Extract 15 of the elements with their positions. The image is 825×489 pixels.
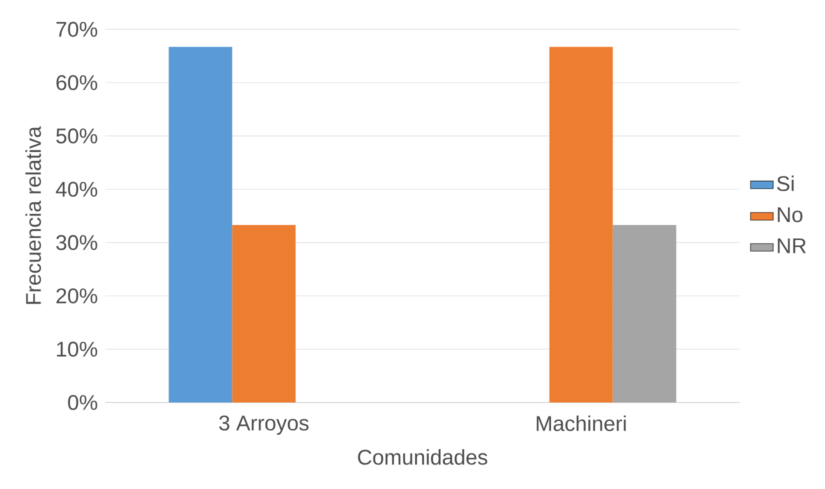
y-tick-label: 20% bbox=[56, 288, 98, 304]
y-tick-label: 50% bbox=[56, 128, 98, 144]
y-tick-label: 70% bbox=[56, 22, 98, 37]
y-axis-title: Frecuencia relativa bbox=[25, 126, 42, 304]
x-axis-title: Comunidades bbox=[358, 449, 488, 465]
y-tick-label: 10% bbox=[57, 342, 98, 357]
y-tick-label: 60% bbox=[56, 75, 98, 90]
legend-label: No bbox=[778, 207, 802, 222]
y-tick-label: 0% bbox=[68, 394, 98, 410]
y-tick-label: 30% bbox=[56, 234, 98, 250]
legend-label: Si bbox=[777, 175, 794, 192]
x-tick-label: 3 Arroyos bbox=[219, 415, 309, 435]
x-tick-label: Machineri bbox=[536, 415, 626, 432]
y-tick-label: 40% bbox=[56, 182, 98, 197]
legend-label: NR bbox=[778, 238, 806, 254]
